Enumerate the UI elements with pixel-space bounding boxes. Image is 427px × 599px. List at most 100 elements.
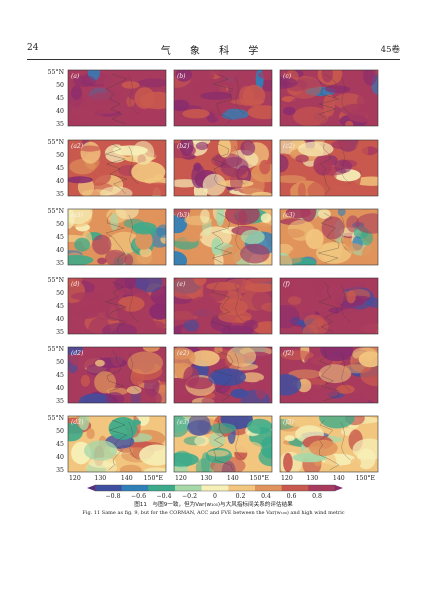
page-header: 24 气 象 科 学 45卷 [27, 40, 400, 57]
colorbar-tick-label: −0.8 [105, 493, 120, 500]
panel-label: (a2) [71, 143, 84, 150]
lat-tick-label: 45 [56, 372, 64, 379]
map-panel [68, 278, 166, 334]
panel-frame [173, 69, 273, 127]
panel-frame [67, 139, 167, 197]
map-panel [280, 278, 378, 334]
lon-tick-label: 120 [175, 475, 187, 482]
lat-tick-label: 45 [56, 165, 64, 172]
lon-tick-label: 150°E [356, 475, 376, 482]
panel-frame [279, 415, 379, 473]
colorbar-tick-label: 0 [213, 493, 217, 500]
colorbar: −0.8 −0.6 −0.4 −0.2 0 0.2 0.4 0.6 0.8 [87, 484, 343, 500]
lat-tick-label: 55°N [48, 346, 65, 353]
lat-tick-label: 35 [56, 191, 64, 198]
lat-tick-label: 35 [56, 329, 64, 336]
lat-tick-label: 35 [56, 467, 64, 474]
panel-label: (a3) [71, 212, 84, 219]
map-panel [174, 209, 272, 265]
colorbar-segment [148, 485, 176, 491]
colorbar-tick-label: 0.6 [287, 493, 297, 500]
panel-frame [173, 415, 273, 473]
panel-label: (b2) [177, 143, 190, 150]
lon-tick-label: 150°E [144, 475, 164, 482]
lat-tick-label: 45 [56, 234, 64, 241]
lat-tick-label: 55°N [48, 69, 65, 76]
header-rule [27, 59, 400, 60]
panel-frame [279, 277, 379, 335]
lon-tick-label: 150°E [250, 475, 270, 482]
lat-tick-label: 50 [56, 221, 64, 228]
lat-tick-label: 50 [56, 290, 64, 297]
colorbar-min-arrow [87, 485, 95, 491]
colorbar-segment [95, 485, 122, 491]
colorbar-tick-label: −0.6 [131, 493, 146, 500]
panel-label: (e2) [177, 350, 190, 357]
lon-tick-label: 140 [121, 475, 133, 482]
lat-tick-label: 50 [56, 359, 64, 366]
panel-label: (c) [283, 73, 292, 80]
map-panel [68, 70, 166, 126]
panel-frame [67, 277, 167, 335]
panel-frame [173, 346, 273, 404]
colorbar-segment [201, 485, 229, 491]
lat-tick-label: 35 [56, 260, 64, 267]
lon-tick-label: 120 [69, 475, 81, 482]
colorbar-segment [121, 485, 149, 491]
colorbar-tick-label: −0.4 [156, 493, 171, 500]
panel-frame [279, 139, 379, 197]
panel-label: (b) [177, 73, 186, 80]
map-panel [174, 70, 272, 126]
lat-tick-label: 40 [56, 108, 64, 115]
lat-tick-label: 50 [56, 152, 64, 159]
lat-tick-label: 50 [56, 82, 64, 89]
colorbar-segment [255, 485, 282, 491]
panel-frame [279, 69, 379, 127]
lat-tick-label: 55°N [48, 139, 65, 146]
panel-label: (e3) [177, 419, 190, 426]
lat-tick-label: 40 [56, 316, 64, 323]
panel-frame [67, 69, 167, 127]
map-panel [174, 347, 272, 403]
panel-frame [173, 277, 273, 335]
panel-label: (f2) [283, 350, 294, 357]
lon-tick-label: 130 [306, 475, 318, 482]
colorbar-max-arrow [335, 485, 343, 491]
lat-tick-label: 40 [56, 247, 64, 254]
figure-caption-english: Fig. 11 Same as fig. 9, but for the CORM… [82, 510, 345, 516]
map-panel [280, 70, 378, 126]
lat-tick-label: 55°N [48, 415, 65, 422]
lat-tick-label: 40 [56, 178, 64, 185]
colorbar-tick-label: 0.8 [312, 493, 322, 500]
map-panel [68, 347, 166, 403]
lat-tick-label: 35 [56, 398, 64, 405]
lat-tick-label: 40 [56, 454, 64, 461]
panel-label: (d) [71, 281, 80, 288]
map-panel [280, 416, 378, 472]
lat-tick-label: 45 [56, 95, 64, 102]
map-panel [68, 416, 166, 472]
panel-label: (c3) [283, 212, 296, 219]
colorbar-tick-label: 0.4 [261, 493, 271, 500]
map-panel [280, 209, 378, 265]
journal-title: 气 象 科 学 [160, 46, 267, 57]
map-panel [280, 140, 378, 196]
panel-frame [67, 208, 167, 266]
volume-label: 45卷 [380, 45, 400, 55]
panel-label: (f3) [283, 419, 294, 426]
map-panel [280, 347, 378, 403]
panel-frame [67, 346, 167, 404]
lat-tick-label: 50 [56, 428, 64, 435]
panel-label: (b3) [177, 212, 190, 219]
lat-tick-label: 35 [56, 121, 64, 128]
figure-caption-chinese: 图11 与图9一致，但为Var(w₁₀₀)与大风指标间关系的评估结果 [134, 502, 293, 508]
lon-tick-label: 140 [227, 475, 239, 482]
panel-frame [67, 415, 167, 473]
panel-label: (e) [177, 281, 186, 288]
panel-frame [279, 346, 379, 404]
colorbar-tick-label: −0.2 [182, 493, 197, 500]
panel-label: (c2) [283, 143, 296, 150]
panel-label: (d3) [71, 419, 84, 426]
panel-frame [279, 208, 379, 266]
